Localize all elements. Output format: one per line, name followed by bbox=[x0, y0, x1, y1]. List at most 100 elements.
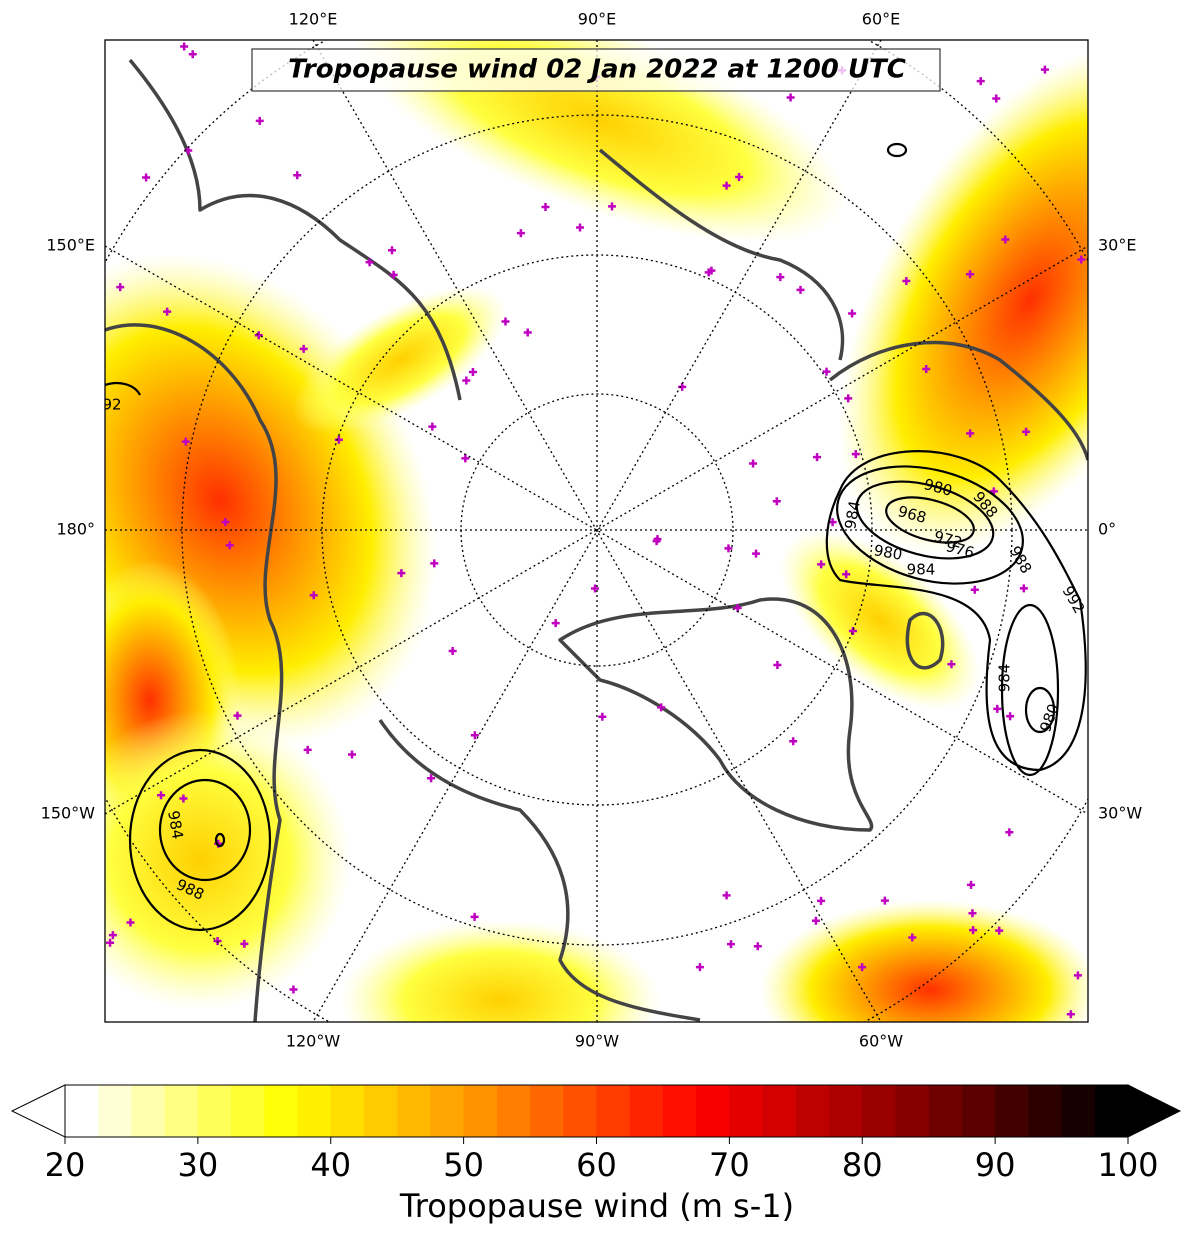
colorbar-segment bbox=[330, 1085, 365, 1137]
colorbar-segment bbox=[762, 1085, 797, 1137]
colorbar-segment bbox=[1061, 1085, 1096, 1137]
station-marker bbox=[397, 569, 406, 578]
colorbar-segment bbox=[463, 1085, 498, 1137]
station-marker bbox=[773, 661, 782, 670]
colorbar-tick-label: 90 bbox=[975, 1146, 1016, 1184]
colorbar-tick-label: 80 bbox=[842, 1146, 883, 1184]
colorbar-tick-label: 20 bbox=[45, 1146, 86, 1184]
colorbar-segment bbox=[961, 1085, 996, 1137]
station-marker bbox=[842, 570, 851, 579]
station-marker bbox=[470, 912, 479, 921]
colorbar: 20 30 40 50 60 70 80 90 100 bbox=[10, 1084, 1182, 1184]
station-marker bbox=[844, 394, 853, 403]
station-marker bbox=[817, 896, 826, 905]
station-marker bbox=[722, 891, 731, 900]
colorbar-tick-label: 30 bbox=[178, 1146, 219, 1184]
colorbar-segment bbox=[895, 1085, 930, 1137]
colorbar-segment bbox=[530, 1085, 564, 1137]
station-marker bbox=[289, 985, 298, 994]
station-marker bbox=[293, 171, 302, 180]
station-marker bbox=[240, 939, 249, 948]
colorbar-label: Tropopause wind (m s-1) bbox=[399, 1187, 794, 1225]
station-marker bbox=[470, 731, 479, 740]
station-marker bbox=[309, 591, 318, 600]
station-marker bbox=[181, 437, 190, 446]
contour-label: 984 bbox=[841, 499, 864, 530]
station-marker bbox=[1005, 828, 1014, 837]
meridian-label: 30°E bbox=[1098, 236, 1136, 255]
colorbar-segment bbox=[1028, 1085, 1063, 1137]
colorbar-segment bbox=[164, 1085, 199, 1137]
station-marker bbox=[541, 202, 550, 211]
colorbar-segment bbox=[729, 1085, 764, 1137]
station-marker bbox=[848, 309, 857, 318]
station-marker bbox=[817, 560, 826, 569]
map-title: Tropopause wind 02 Jan 2022 at 1200 UTC bbox=[288, 55, 906, 85]
contour-label: 984 bbox=[996, 664, 1014, 693]
station-marker bbox=[427, 774, 436, 783]
meridian-label: 90°E bbox=[578, 10, 616, 29]
station-marker bbox=[1066, 1010, 1075, 1019]
colorbar-segment bbox=[928, 1085, 963, 1137]
station-marker bbox=[880, 896, 889, 905]
station-marker bbox=[822, 367, 831, 376]
colorbar-segment bbox=[397, 1085, 431, 1137]
station-marker bbox=[468, 368, 477, 377]
station-marker bbox=[1022, 427, 1031, 436]
contour-label: 92 bbox=[102, 396, 121, 414]
station-marker bbox=[365, 258, 374, 267]
station-marker bbox=[776, 273, 785, 282]
station-marker bbox=[303, 745, 312, 754]
colorbar-segment bbox=[1094, 1085, 1129, 1137]
colorbar-segment bbox=[363, 1085, 398, 1137]
colorbar-segment bbox=[662, 1085, 697, 1137]
map-frame bbox=[104, 39, 1089, 1023]
station-marker bbox=[722, 181, 731, 190]
station-marker bbox=[607, 202, 616, 211]
station-marker bbox=[727, 940, 736, 949]
contour-label: 984 bbox=[164, 809, 187, 840]
station-marker bbox=[116, 283, 125, 292]
station-marker bbox=[221, 518, 230, 527]
contour-label: 980 bbox=[872, 541, 903, 564]
station-marker bbox=[348, 750, 357, 759]
station-marker bbox=[516, 229, 525, 238]
station-marker bbox=[106, 938, 115, 947]
station-marker bbox=[786, 93, 795, 102]
station-marker bbox=[1006, 712, 1015, 721]
station-marker bbox=[968, 909, 977, 918]
station-marker bbox=[966, 429, 975, 438]
colorbar-tick-label: 50 bbox=[443, 1146, 484, 1184]
station-marker bbox=[1019, 584, 1028, 593]
meridian-label: 0° bbox=[1098, 520, 1116, 539]
station-marker bbox=[992, 94, 1001, 103]
colorbar-tick-label: 40 bbox=[310, 1146, 351, 1184]
station-marker bbox=[851, 450, 860, 459]
station-marker bbox=[163, 307, 172, 316]
colorbar-segment bbox=[696, 1085, 730, 1137]
station-marker bbox=[1073, 971, 1082, 980]
colorbar-segment bbox=[995, 1085, 1029, 1137]
colorbar-segment bbox=[829, 1085, 863, 1137]
station-marker bbox=[126, 918, 135, 927]
colorbar-segment bbox=[231, 1085, 265, 1137]
colorbar-segment bbox=[264, 1085, 299, 1137]
colorbar-tick-label: 60 bbox=[576, 1146, 617, 1184]
meridian-label: 90°W bbox=[575, 1032, 619, 1051]
station-marker bbox=[576, 223, 585, 232]
station-marker bbox=[233, 711, 242, 720]
station-marker bbox=[255, 116, 264, 125]
colorbar-segment bbox=[197, 1085, 232, 1137]
station-marker bbox=[591, 584, 600, 593]
colorbar-segment bbox=[65, 1085, 99, 1137]
station-marker bbox=[772, 497, 781, 506]
station-marker bbox=[1040, 65, 1049, 74]
colorbar-segment bbox=[98, 1085, 132, 1137]
contour-label: 984 bbox=[907, 561, 936, 579]
station-marker bbox=[811, 916, 820, 925]
meridian-label: 30°W bbox=[1098, 804, 1142, 823]
meridian-label: 60°W bbox=[859, 1032, 903, 1051]
station-marker bbox=[922, 364, 931, 373]
colorbar-extend-low bbox=[10, 1084, 66, 1138]
